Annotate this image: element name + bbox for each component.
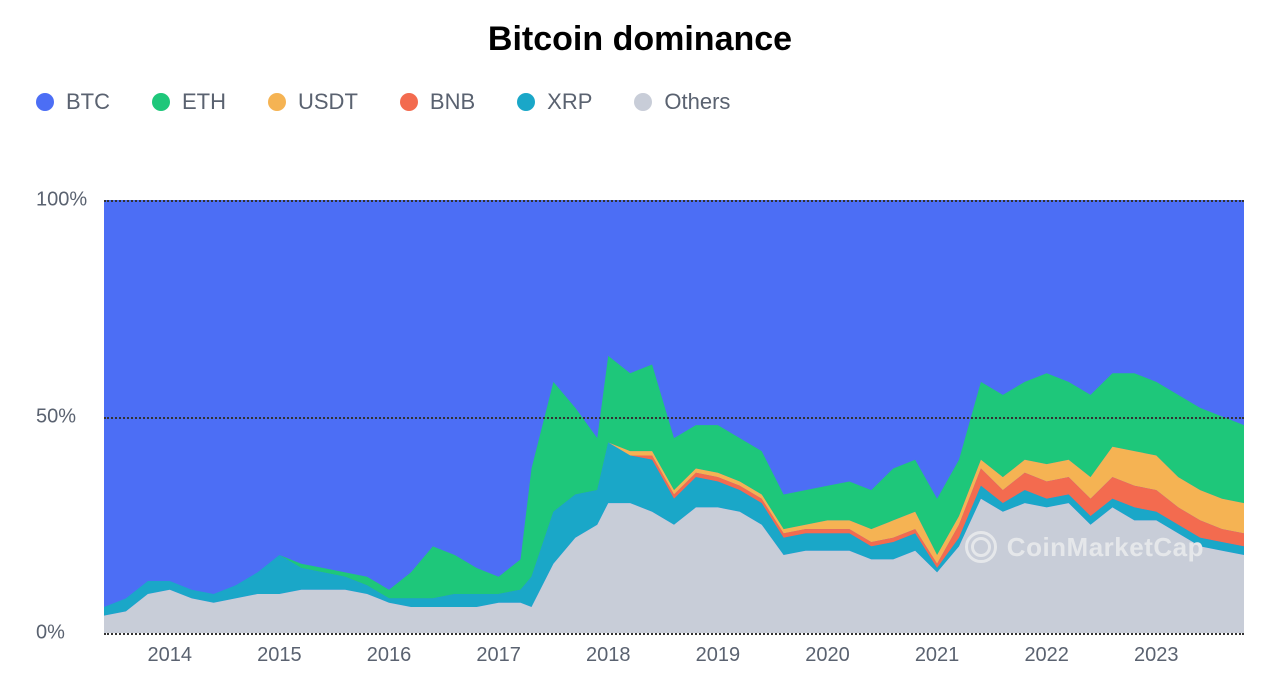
plot-region: CoinMarketCap 20142015201620172018201920… [104, 200, 1244, 633]
y-tick-label: 0% [36, 622, 65, 645]
watermark-text: CoinMarketCap [1007, 532, 1204, 563]
legend-label: ETH [182, 89, 226, 115]
legend: BTC ETH USDT BNB XRP Others [0, 59, 1280, 115]
legend-dot [517, 93, 535, 111]
legend-dot [400, 93, 418, 111]
x-tick-label: 2023 [1134, 644, 1179, 667]
legend-item-eth[interactable]: ETH [152, 89, 226, 115]
x-tick-label: 2014 [148, 644, 193, 667]
legend-item-btc[interactable]: BTC [36, 89, 110, 115]
legend-dot [152, 93, 170, 111]
x-tick-label: 2018 [586, 644, 631, 667]
x-tick-label: 2020 [805, 644, 850, 667]
gridline-y [104, 200, 1244, 202]
gridline-y [104, 417, 1244, 419]
legend-item-others[interactable]: Others [634, 89, 730, 115]
y-tick-label: 50% [36, 405, 76, 428]
legend-dot [36, 93, 54, 111]
gridline-y [104, 633, 1244, 635]
x-tick-label: 2015 [257, 644, 302, 667]
x-tick-label: 2017 [476, 644, 521, 667]
y-tick-label: 100% [36, 189, 87, 212]
x-tick-label: 2022 [1024, 644, 1069, 667]
legend-label: XRP [547, 89, 592, 115]
legend-dot [634, 93, 652, 111]
chart-area: CoinMarketCap 20142015201620172018201920… [36, 200, 1244, 633]
legend-item-bnb[interactable]: BNB [400, 89, 475, 115]
x-tick-label: 2021 [915, 644, 960, 667]
legend-label: BTC [66, 89, 110, 115]
watermark-icon [965, 531, 997, 563]
legend-item-xrp[interactable]: XRP [517, 89, 592, 115]
legend-label: BNB [430, 89, 475, 115]
chart-title: Bitcoin dominance [0, 0, 1280, 59]
legend-dot [268, 93, 286, 111]
legend-label: Others [664, 89, 730, 115]
x-tick-label: 2019 [696, 644, 741, 667]
legend-item-usdt[interactable]: USDT [268, 89, 358, 115]
legend-label: USDT [298, 89, 358, 115]
watermark: CoinMarketCap [965, 531, 1204, 563]
x-tick-label: 2016 [367, 644, 412, 667]
